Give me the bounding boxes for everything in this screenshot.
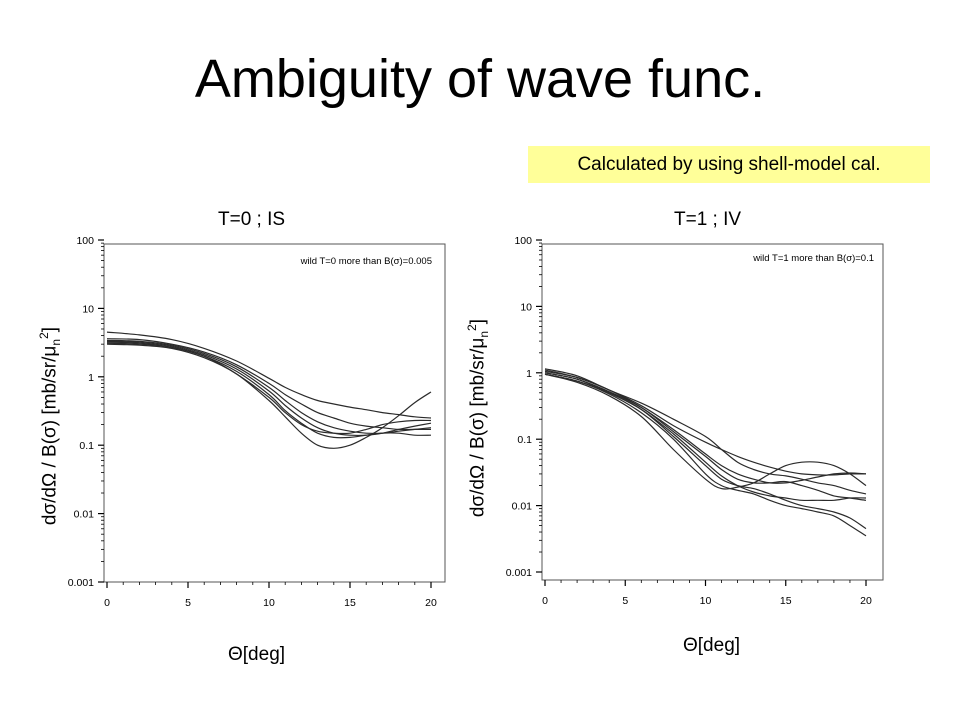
left-panel-title: T=0 ; IS [218, 209, 286, 230]
left-series-line-6 [106, 342, 432, 435]
left-x-tick-label: 15 [344, 597, 356, 609]
right-x-tick-label: 5 [622, 595, 628, 607]
right-series-line-4 [544, 372, 867, 501]
left-legend-text: wild T=0 more than B(σ)=0.005 [300, 256, 432, 267]
right-x-tick-label: 10 [700, 595, 712, 607]
right-chart: 100 10 1 0.1 0.01 0.001 0 5 10 15 20 wild T=1 more … [506, 235, 884, 607]
right-y-tick-label: 100 [514, 235, 532, 247]
left-x-axis-label: Θ[deg] [228, 644, 286, 665]
left-series-line-4 [106, 340, 432, 437]
right-x-tick-label: 15 [780, 595, 792, 607]
left-chart: 100 10 1 0.1 0.01 0.001 0 5 10 15 20 wild T=0 more … [68, 235, 446, 609]
left-y-tick-label: 0.1 [79, 440, 94, 452]
right-panel-title: T=1 ; IV [674, 209, 742, 230]
right-y-tick-label: 0.01 [512, 501, 533, 513]
right-x-axis-label: Θ[deg] [683, 635, 741, 656]
left-y-tick-label: 10 [82, 303, 94, 315]
slide-title: Ambiguity of wave func. [194, 49, 766, 109]
left-x-tick-label: 20 [425, 597, 437, 609]
right-legend-text: wild T=1 more than B(σ)=0.1 [752, 253, 874, 264]
right-x-tick-label: 0 [542, 595, 548, 607]
left-plot-frame [103, 243, 446, 583]
left-y-tick-label: 1 [88, 372, 94, 384]
left-x-tick-label: 10 [263, 597, 275, 609]
right-x-tick-label: 20 [860, 595, 872, 607]
left-y-tick-label: 0.01 [74, 509, 95, 521]
left-y-tick-label: 0.001 [68, 577, 94, 589]
left-series-line-5 [106, 341, 432, 439]
right-series-line-1 [544, 368, 867, 495]
left-y-tick-label: 100 [76, 235, 94, 247]
right-y-tick-label: 0.001 [506, 567, 532, 579]
right-series-line-7 [544, 373, 867, 537]
right-series-line-8 [544, 373, 867, 490]
right-series-line-3 [544, 370, 867, 484]
left-series-line-3 [106, 339, 432, 435]
right-y-tick-label: 1 [526, 368, 532, 380]
right-plot-frame [541, 243, 884, 581]
calculation-note: Calculated by using shell-model cal. [528, 146, 930, 183]
left-series-line-7 [106, 343, 432, 449]
left-x-tick-label: 0 [104, 597, 110, 609]
right-series-line-6 [544, 373, 867, 530]
right-y-tick-label: 10 [520, 301, 532, 313]
left-x-tick-label: 5 [185, 597, 191, 609]
left-series-line-2 [106, 338, 431, 431]
right-y-tick-label: 0.1 [517, 434, 532, 446]
left-series-line-1 [106, 331, 432, 419]
